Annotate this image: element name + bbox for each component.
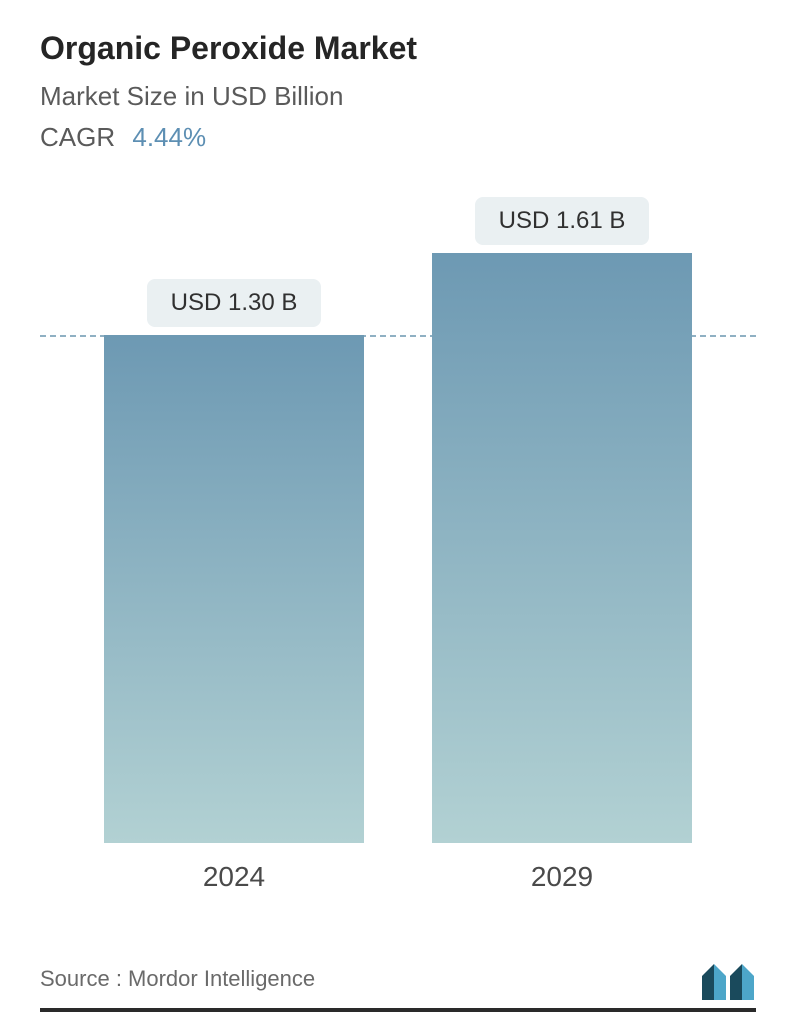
bar-value-label: USD 1.61 B xyxy=(475,197,650,245)
bar xyxy=(104,335,364,843)
chart-area: USD 1.30 BUSD 1.61 B 2024 2029 xyxy=(40,203,756,903)
bar-value-label: USD 1.30 B xyxy=(147,279,322,327)
cagr-value: 4.44% xyxy=(132,122,206,152)
chart-subtitle: Market Size in USD Billion xyxy=(40,81,756,112)
bars-container: USD 1.30 BUSD 1.61 B xyxy=(40,203,756,843)
year-label: 2029 xyxy=(432,861,692,893)
footer: Source : Mordor Intelligence xyxy=(40,962,756,1012)
source-text: Source : Mordor Intelligence xyxy=(40,966,315,1002)
year-labels: 2024 2029 xyxy=(40,843,756,893)
chart-title: Organic Peroxide Market xyxy=(40,30,756,67)
brand-logo-icon xyxy=(700,962,756,1002)
cagr-line: CAGR 4.44% xyxy=(40,122,756,153)
bar-group: USD 1.61 B xyxy=(432,197,692,843)
year-label: 2024 xyxy=(104,861,364,893)
bar xyxy=(432,253,692,843)
bar-group: USD 1.30 B xyxy=(104,279,364,843)
cagr-label: CAGR xyxy=(40,122,115,152)
